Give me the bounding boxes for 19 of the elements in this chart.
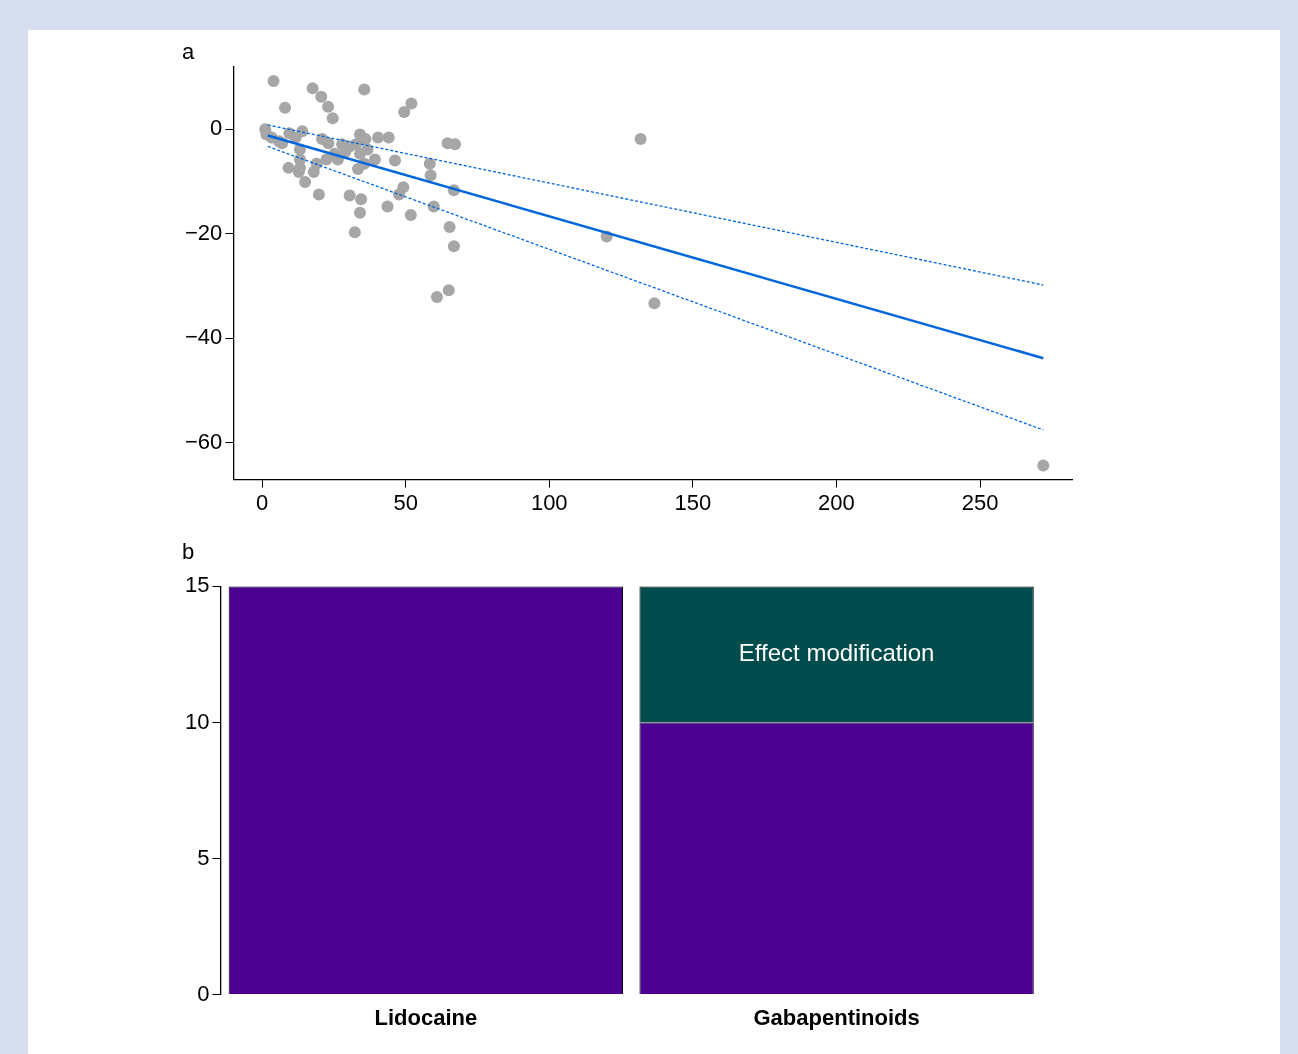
x-tick-label: 0 (255, 489, 269, 515)
y-tick-label: −40 (184, 324, 223, 350)
y-tick-label: −20 (184, 219, 223, 245)
y-tick-label: 0 (197, 980, 210, 1006)
x-tick-label: 100 (530, 489, 568, 515)
x-tick-label: 50 (393, 489, 418, 515)
x-tick-label: 250 (961, 489, 999, 515)
chart-title: b (182, 539, 195, 565)
chart-title: a (182, 39, 195, 65)
series-label: Effect modification (738, 639, 935, 667)
y-tick-label: 5 (197, 844, 210, 870)
y-tick-label: 10 (184, 708, 210, 734)
x-tick-label: Lidocaine (374, 1004, 478, 1030)
y-tick-label: −60 (184, 429, 223, 455)
x-tick-label: 150 (674, 489, 712, 515)
y-tick-label: 0 (210, 115, 223, 141)
x-tick-label: 200 (818, 489, 855, 515)
y-tick-label: 15 (184, 572, 210, 598)
x-tick-label: Gabapentinoids (753, 1004, 920, 1030)
